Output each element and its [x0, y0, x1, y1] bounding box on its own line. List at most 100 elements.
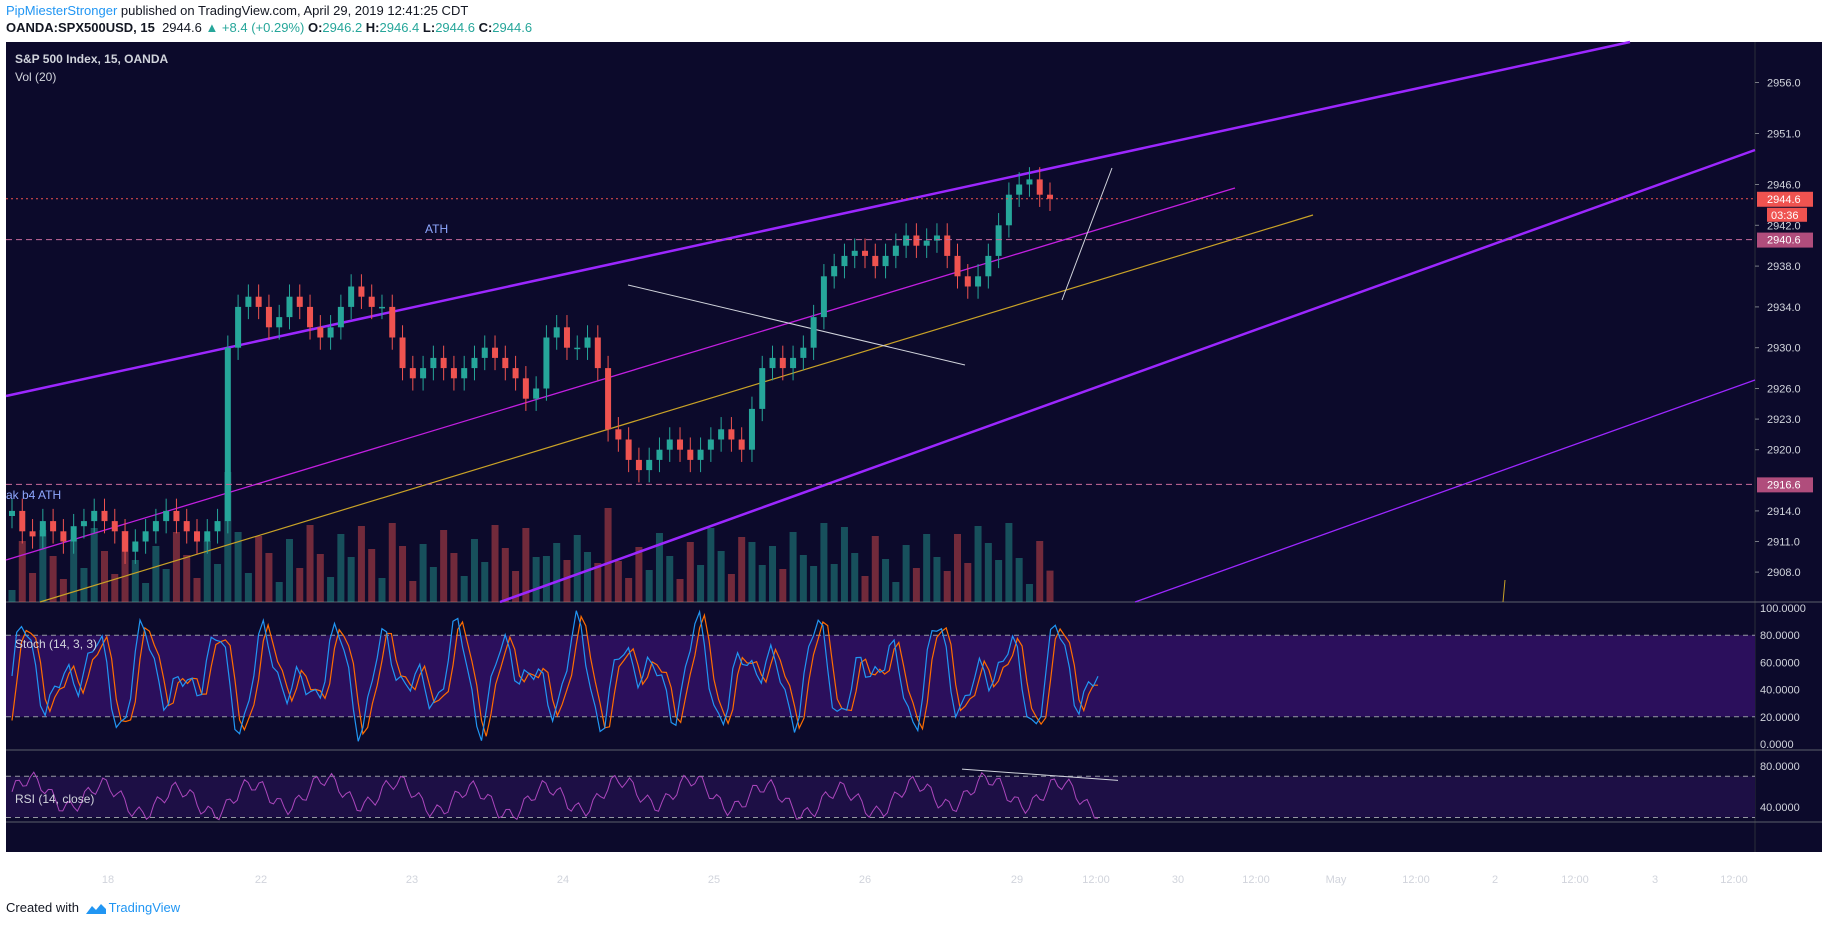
candle-body	[975, 276, 982, 287]
candle-body	[615, 429, 622, 440]
volume-bar	[810, 566, 818, 602]
candle-body	[605, 368, 612, 430]
volume-bar	[984, 543, 992, 602]
chart-background	[6, 42, 1822, 852]
volume-bar	[727, 574, 735, 602]
candle-body	[923, 240, 930, 246]
candle-body	[214, 521, 221, 532]
stoch-legend: Stoch (14, 3, 3)	[15, 637, 97, 651]
time-tick-label: 12:00	[1082, 874, 1110, 886]
candle-body	[471, 357, 478, 369]
candle-body	[101, 510, 108, 522]
price-tick-label: 2908.0	[1767, 567, 1801, 579]
last-price-badge	[1757, 191, 1813, 207]
candle-body	[60, 531, 67, 542]
time-tick-label: 26	[859, 874, 871, 886]
chart-title: S&P 500 Index, 15, OANDA	[15, 52, 169, 66]
volume-bar	[738, 537, 746, 602]
candle-body	[9, 510, 15, 516]
time-tick-label: 22	[255, 874, 267, 886]
stoch-tick-label: 0.0000	[1760, 739, 1794, 751]
candle-body	[19, 510, 26, 532]
volume-bar	[1015, 558, 1023, 602]
low-value: 2944.6	[435, 20, 475, 35]
publish-info: PipMiesterStronger published on TradingV…	[6, 3, 468, 18]
volume-bar	[90, 528, 98, 602]
candle-body	[389, 306, 396, 338]
high-label: H:	[365, 20, 380, 35]
volume-bar	[306, 525, 314, 602]
volume-bar	[152, 546, 160, 602]
volume-bar	[1036, 541, 1044, 602]
volume-bar	[1005, 523, 1013, 602]
price-tick-label: 2914.0	[1767, 506, 1801, 518]
tradingview-logo-icon	[85, 903, 106, 914]
candle-body	[132, 541, 139, 552]
volume-bar	[717, 551, 725, 602]
candle-body	[769, 357, 776, 369]
candle-body	[173, 510, 180, 522]
price-tick-label: 2911.0	[1767, 537, 1800, 549]
rsi-tick-label: 80.0000	[1760, 761, 1800, 773]
volume-bar	[49, 556, 57, 602]
volume-bar	[943, 571, 951, 602]
time-tick-label: 12:00	[1561, 874, 1589, 886]
rsi-line	[11, 771, 1099, 821]
candle-body	[964, 276, 971, 287]
volume-bar	[686, 542, 694, 602]
volume-bar	[470, 539, 478, 602]
candle-body	[718, 429, 725, 440]
candle-body	[697, 449, 704, 460]
candle-body	[738, 439, 745, 450]
open-value: 2946.2	[322, 20, 363, 35]
volume-bar	[214, 564, 222, 602]
candle-body	[235, 306, 242, 348]
stoch-band	[6, 635, 1755, 717]
volume-bar	[830, 564, 838, 602]
time-tick-label: 12:00	[1720, 874, 1748, 886]
volume-bar	[29, 573, 37, 602]
tradingview-link[interactable]: TradingView	[108, 900, 181, 915]
candle-body	[420, 368, 427, 379]
volume-bar	[419, 544, 427, 602]
candle-body	[1036, 179, 1043, 195]
ath-level-badge	[1757, 232, 1813, 248]
candle-body	[656, 449, 663, 460]
countdown-label: 03:36	[1771, 210, 1799, 222]
candle-body	[152, 521, 159, 532]
time-tick-label: 3	[1652, 874, 1658, 886]
author-link[interactable]: PipMiesterStronger	[6, 3, 118, 18]
candle-body	[245, 296, 252, 307]
volume-bar	[573, 535, 581, 602]
candle-body	[204, 531, 211, 542]
close-label: C:	[478, 20, 493, 35]
volume-bar	[244, 573, 252, 602]
candle-body	[810, 317, 817, 348]
candle-body	[522, 378, 529, 399]
stoch-tick-label: 60.0000	[1760, 657, 1800, 669]
volume-bar	[532, 557, 540, 602]
candle-body	[481, 347, 488, 358]
candle-body	[111, 521, 118, 532]
marker-line	[1502, 579, 1506, 603]
candle-body	[378, 306, 385, 309]
volume-bar	[316, 554, 324, 602]
volume-bar	[923, 534, 931, 602]
volume-bar	[655, 533, 663, 602]
candle-body	[399, 337, 406, 369]
candle-body	[533, 388, 540, 399]
candle-body	[995, 225, 1002, 256]
price-tick-label: 2930.0	[1767, 343, 1801, 355]
volume-bar	[553, 543, 561, 602]
volume-bar	[625, 578, 633, 602]
candle-body	[687, 449, 694, 460]
candle-body	[1047, 194, 1053, 199]
candle-body	[440, 357, 447, 369]
candle-body	[430, 357, 437, 369]
candle-body	[502, 357, 509, 369]
candle-body	[707, 439, 714, 450]
volume-bar	[933, 557, 941, 602]
candle-body	[1026, 179, 1033, 185]
volume-bar	[676, 579, 684, 602]
